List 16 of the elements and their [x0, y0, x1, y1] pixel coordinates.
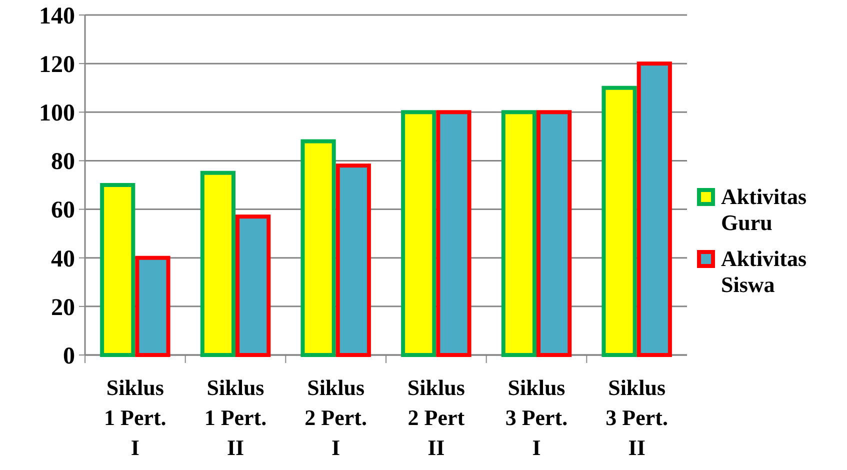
legend-label: Aktivitas Guru	[721, 184, 807, 235]
x-tick-label: Siklus 3 Pert. I	[505, 375, 568, 460]
x-tick-label: Siklus 3 Pert. II	[606, 375, 668, 460]
y-tick-label: 100	[39, 100, 75, 127]
y-tick-label: 0	[63, 343, 75, 370]
y-tick-label: 40	[51, 246, 75, 272]
x-tick-label: Siklus 1 Pert. II	[204, 375, 267, 460]
legend-label: Aktivitas Siswa	[721, 246, 807, 297]
y-tick-label: 140	[39, 3, 75, 30]
y-tick-label: 20	[51, 294, 75, 321]
y-tick-label: 120	[39, 52, 75, 78]
y-tick-label: 80	[51, 149, 75, 176]
x-tick-label: Siklus 1 Pert. I	[104, 375, 166, 460]
y-tick-label: 60	[51, 198, 75, 224]
x-tick-label: Siklus 2 Pert II	[407, 375, 466, 460]
x-tick-label: Siklus 2 Pert. I	[304, 375, 367, 460]
